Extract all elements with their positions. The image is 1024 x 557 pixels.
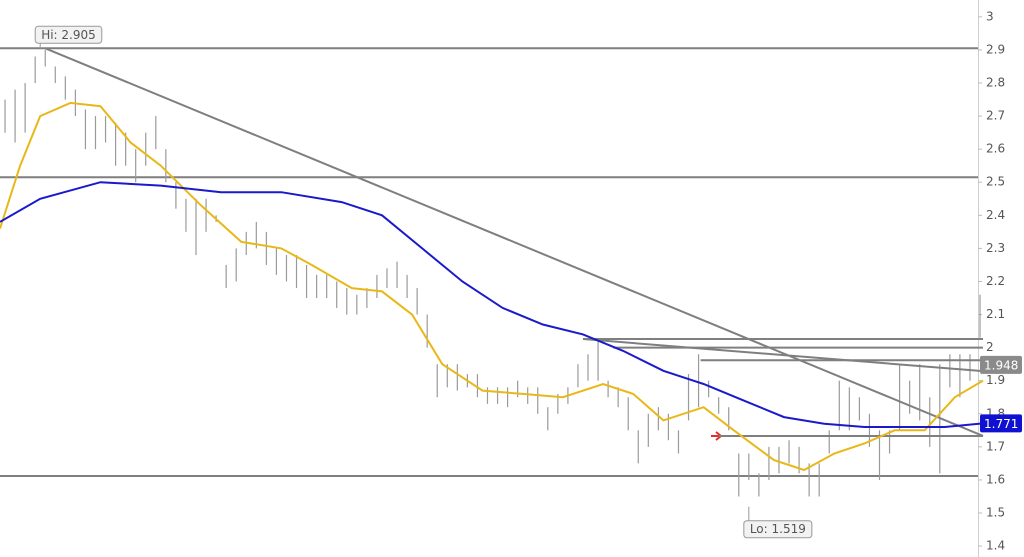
price-label: 1.771 bbox=[984, 417, 1018, 431]
annotation-box bbox=[34, 25, 103, 44]
y-tick-label: 2.4 bbox=[986, 208, 1005, 222]
price-label-box bbox=[980, 414, 1022, 433]
y-tick-label: 2.2 bbox=[986, 274, 1005, 288]
moving-average bbox=[0, 101, 984, 472]
y-tick-label: 2 bbox=[986, 340, 994, 354]
y-tick-label: 1.9 bbox=[986, 373, 1005, 387]
y-tick-label: 2.9 bbox=[986, 42, 1005, 56]
y-tick-label: 1.4 bbox=[986, 539, 1005, 553]
y-tick-label: 1.6 bbox=[986, 472, 1005, 486]
annotation: Lo: 1.519 bbox=[743, 506, 813, 539]
y-tick-label: 2.3 bbox=[986, 241, 1005, 255]
annotation-text: Hi: 2.905 bbox=[41, 28, 96, 42]
y-tick-label: 2.7 bbox=[986, 109, 1005, 123]
trend-line bbox=[44, 47, 984, 437]
y-tick-label: 2.6 bbox=[986, 142, 1005, 156]
y-tick-label: 1.7 bbox=[986, 439, 1005, 453]
y-tick-label: 1.5 bbox=[986, 506, 1005, 520]
y-tick-label: 2.1 bbox=[986, 307, 1005, 321]
annotation-text: Lo: 1.519 bbox=[750, 522, 806, 536]
moving-average bbox=[0, 181, 984, 428]
trend-line bbox=[582, 338, 984, 373]
y-tick-label: 2.5 bbox=[986, 175, 1005, 189]
y-tick-label: 2.8 bbox=[986, 76, 1005, 90]
annotation-box bbox=[743, 520, 813, 539]
price-label: 1.948 bbox=[984, 358, 1018, 372]
annotation: Hi: 2.905 bbox=[34, 25, 103, 49]
y-tick-label: 3 bbox=[986, 9, 994, 23]
price-label-box bbox=[980, 355, 1022, 374]
